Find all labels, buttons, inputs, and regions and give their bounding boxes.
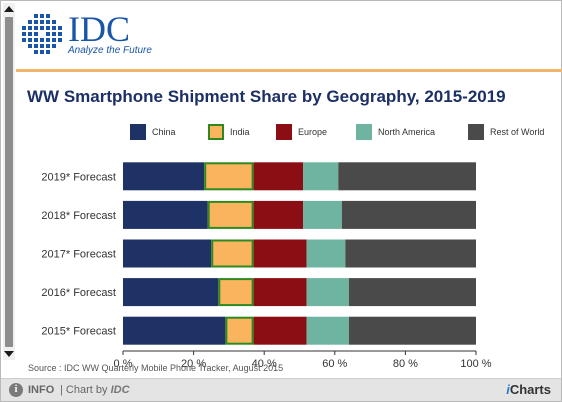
x-tick-label: 20 %: [181, 358, 206, 370]
bar-rest-of-world: [348, 278, 476, 307]
idc-globe-icon: [22, 14, 62, 54]
legend-swatch-india: [208, 124, 224, 140]
bar-north-america: [306, 316, 349, 345]
legend-swatch-europe: [276, 124, 292, 140]
legend-label-rest-of-world: Rest of World: [490, 127, 545, 137]
y-tick-label: 2015* Forecast: [41, 326, 116, 338]
info-icon[interactable]: i: [9, 383, 23, 397]
x-tick-label: 100 %: [460, 358, 491, 370]
bar-china: [123, 162, 205, 191]
bar-rest-of-world: [345, 239, 476, 268]
legend-label-china: China: [152, 127, 176, 137]
bar-north-america: [306, 278, 349, 307]
legend-swatch-rest-of-world: [468, 124, 484, 140]
scroll-up-arrow-icon[interactable]: [3, 3, 15, 15]
chart-title: WW Smartphone Shipment Share by Geograph…: [27, 87, 506, 106]
title-divider: [16, 69, 562, 72]
y-tick-label: 2018* Forecast: [41, 210, 116, 222]
y-tick-label: 2019* Forecast: [41, 171, 116, 183]
bar-india: [218, 278, 254, 307]
legend-swatch-china: [130, 124, 146, 140]
chart-footer: i INFO | Chart by IDC iCharts: [1, 378, 561, 401]
x-tick-label: 80 %: [393, 358, 418, 370]
bar-north-america: [303, 200, 342, 229]
bar-china: [123, 200, 208, 229]
bar-north-america: [303, 162, 339, 191]
bar-india: [207, 200, 254, 229]
chart-by-prefix: | Chart by: [60, 384, 108, 396]
bar-north-america: [306, 239, 346, 268]
x-tick-label: 40 %: [252, 358, 277, 370]
bar-rest-of-world: [348, 316, 476, 345]
legend-label-india: India: [230, 127, 250, 137]
icharts-logo[interactable]: iCharts: [506, 382, 551, 397]
bar-europe: [253, 200, 304, 229]
bar-europe: [253, 162, 304, 191]
y-tick-label: 2017* Forecast: [41, 249, 116, 261]
bar-india: [204, 162, 254, 191]
x-tick-label: 60 %: [322, 358, 347, 370]
idc-logo: IDC Analyze the Future: [20, 9, 152, 58]
bar-rest-of-world: [338, 162, 476, 191]
info-button[interactable]: INFO: [28, 384, 55, 396]
bar-europe: [253, 239, 307, 268]
chart-by-brand[interactable]: IDC: [110, 384, 130, 396]
bar-india: [211, 239, 254, 268]
bar-rest-of-world: [341, 200, 476, 229]
legend-swatch-north-america: [356, 124, 372, 140]
bar-europe: [253, 316, 307, 345]
bar-china: [123, 316, 226, 345]
bar-europe: [253, 278, 307, 307]
source-note: Source : IDC WW Quarterly Mobile Phone T…: [28, 363, 284, 373]
scroll-thumb[interactable]: [5, 17, 13, 347]
y-tick-label: 2016* Forecast: [41, 287, 116, 299]
legend-label-europe: Europe: [298, 127, 328, 137]
scroll-down-arrow-icon[interactable]: [3, 348, 15, 360]
logo-tagline: Analyze the Future: [68, 45, 152, 56]
legend-label-north-america: North America: [378, 127, 436, 137]
logo-wordmark: IDC: [68, 9, 130, 49]
chart-by-credit: | Chart by IDC: [60, 384, 130, 396]
stacked-bar-chart: 2019* Forecast 2018* Forecast 2017* Foreca…: [41, 162, 492, 370]
vertical-scrollbar[interactable]: [3, 3, 15, 360]
x-tick-label: 0 %: [114, 358, 133, 370]
bar-india: [225, 316, 254, 345]
bar-china: [123, 278, 219, 307]
bar-china: [123, 239, 212, 268]
